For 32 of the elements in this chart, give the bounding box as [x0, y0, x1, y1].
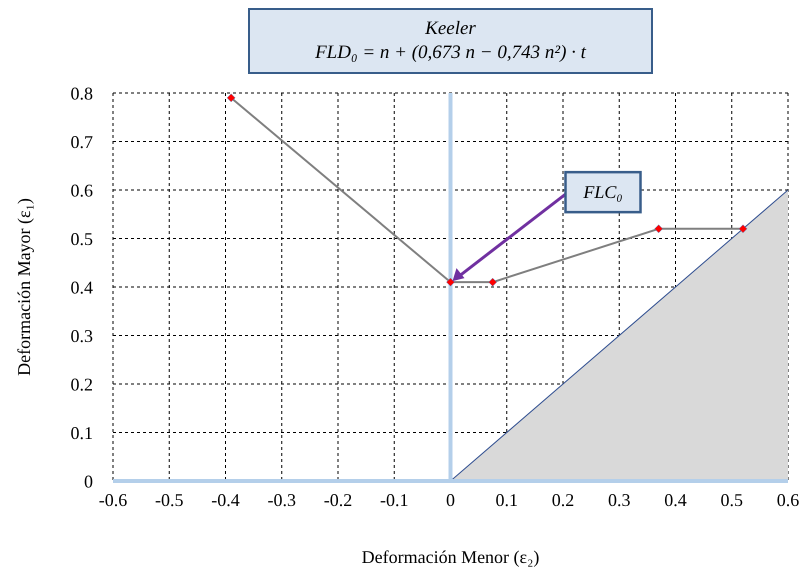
x-tick-label: 0.1	[496, 490, 518, 510]
x-tick-label: -0.1	[380, 490, 408, 510]
y-tick-label: 0.7	[70, 132, 93, 152]
x-tick-label: 0	[446, 490, 455, 510]
y-tick-label: 0.3	[70, 326, 93, 346]
y-tick-label: 0.1	[70, 422, 93, 443]
x-tick-label: -0.4	[211, 490, 240, 510]
y-tick-label: 0.5	[70, 228, 93, 249]
y-axis-title: Deformación Mayor (ε₁)	[14, 198, 34, 376]
x-tick-label: -0.3	[268, 490, 296, 510]
x-tick-label: 0.5	[720, 490, 743, 510]
point	[654, 224, 663, 234]
x-tick-label: 0.3	[608, 490, 630, 510]
x-tick-label: 0.6	[776, 490, 800, 510]
y-tick-label: 0	[84, 471, 93, 492]
point	[738, 224, 748, 234]
x-tick-label: -0.6	[98, 490, 128, 510]
point	[446, 278, 455, 286]
x-axis-title: Deformación Menor (ε₂)	[362, 547, 540, 567]
point	[488, 278, 497, 286]
y-tick-label: 0.8	[70, 83, 93, 104]
x-tick-label: 0.2	[552, 490, 574, 510]
y-tick-label: 0.2	[70, 374, 93, 394]
x-tick-label: 0.4	[664, 490, 687, 510]
chart-subtitle: FLD₀ = n + (0,673 n − 0,743 n²) · t	[314, 41, 588, 65]
chart-title: Keeler	[424, 17, 477, 41]
y-tick-label: 0.6	[70, 180, 93, 200]
x-tick-label: -0.2	[324, 490, 352, 510]
point	[226, 94, 236, 102]
annotation: FLC₀	[582, 182, 623, 202]
y-tick-label: 0.4	[70, 277, 93, 298]
x-tick-label: -0.5	[155, 490, 184, 510]
